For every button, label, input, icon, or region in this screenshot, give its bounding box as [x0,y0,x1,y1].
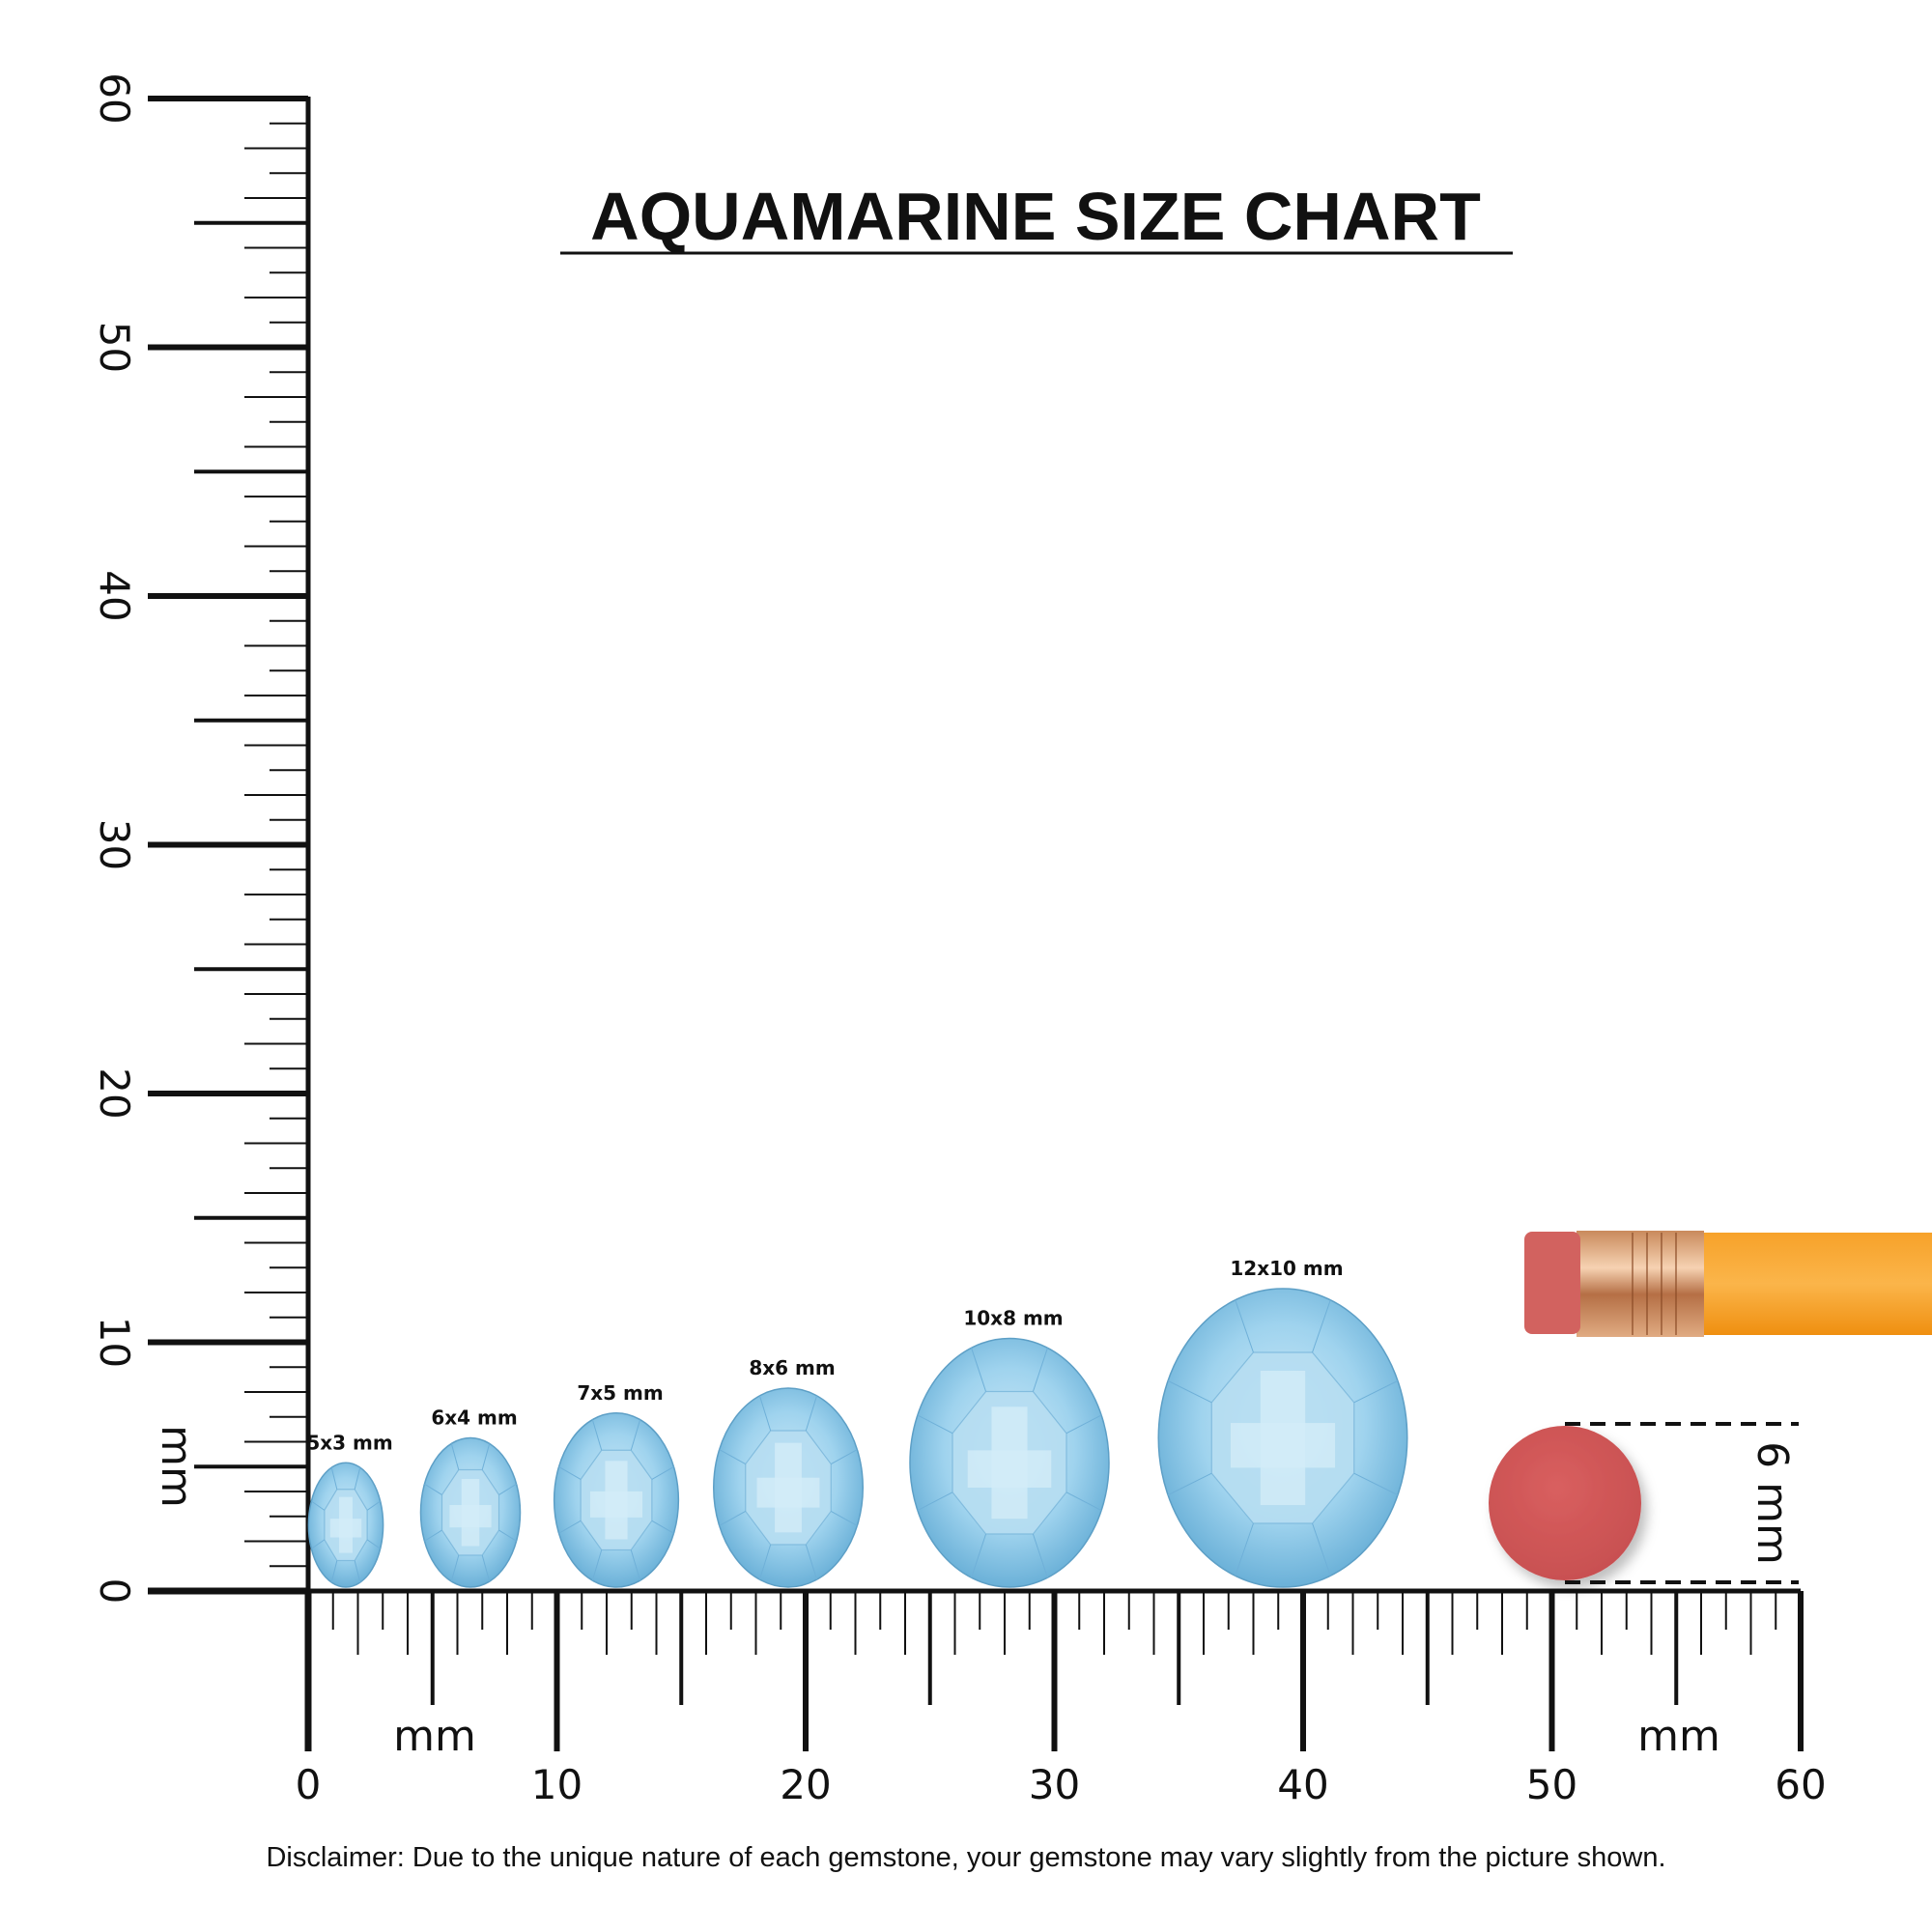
gem-facet-line [630,1419,641,1451]
gem-facet-line [311,1500,326,1511]
gem-size-label: 8x6 mm [749,1356,835,1379]
horizontal-unit-label-right: mm [1637,1712,1720,1761]
gem-facet-line [758,1544,772,1580]
eraser-circle [1489,1426,1641,1580]
gem-facet-line [424,1529,442,1542]
gem-12x10-mm: 12x10 mm [1157,1257,1408,1588]
gem-size-label: 6x4 mm [431,1406,517,1430]
gem-size-label: 12x10 mm [1230,1257,1343,1280]
gem-facet-line [498,1483,517,1495]
gem-facet-line [831,1449,858,1464]
gem-facet-line [651,1520,674,1534]
gem-8x6-mm: 8x6 mm [713,1356,864,1588]
horizontal-tick-label: 40 [1277,1761,1328,1808]
gem-facet-line [591,1549,603,1581]
vertical-tick-label: 20 [91,1067,138,1119]
vertical-tick-label: 0 [91,1578,138,1605]
gem-facet-line [330,1467,338,1490]
gem-facet-line [450,1554,460,1582]
horizontal-tick-label: 60 [1775,1761,1826,1808]
horizontal-ruler-labels: 0 10 20 30 40 50 60 [296,1761,1827,1808]
gem-list: 5x3 mm 6x4 mm 7x5 mm 8x6 mm 10x8 mm 12x10 mm [306,1257,1408,1588]
gem-facet-line [354,1560,361,1583]
gem-facet-line [651,1465,674,1480]
pencil-body [1702,1233,1932,1335]
gem-facet-line [1312,1299,1331,1353]
gem-facet-line [1065,1414,1102,1435]
gem-facet-line [719,1449,746,1464]
gem-size-label: 10x8 mm [963,1307,1063,1330]
gem-facet-line [971,1348,987,1392]
gem-facet-line [481,1554,491,1582]
gem-facet-line [1235,1522,1254,1577]
gem-facet-line [498,1529,517,1542]
gem-highlight [756,1477,820,1508]
horizontal-tick-label: 30 [1029,1761,1080,1808]
gem-facet-line [1032,1348,1048,1392]
eraser-size-label: 6 mm [1747,1441,1797,1565]
gem-facet-line [558,1465,582,1480]
pencil-illustration [1524,1231,1932,1337]
gem-facet-line [917,1492,953,1511]
gem-highlight [589,1491,643,1518]
gem-facet-line [805,1395,818,1432]
gem-facet-line [1032,1533,1048,1578]
gem-facet-line [831,1511,858,1526]
gem-facet-line [1167,1379,1212,1404]
gem-size-label: 5x3 mm [306,1431,392,1454]
gem-highlight [329,1519,362,1538]
horizontal-unit-label-left: mm [393,1712,476,1761]
gem-5x3-mm: 5x3 mm [306,1431,393,1588]
gem-facet-line [366,1539,381,1549]
horizontal-ruler [304,1588,1804,1751]
gem-facet-line [330,1560,338,1583]
horizontal-tick-label: 0 [296,1761,322,1808]
gem-facet-line [1065,1492,1102,1511]
horizontal-tick-label: 10 [531,1761,582,1808]
gem-facet-line [354,1467,361,1490]
gem-facet-line [1235,1299,1254,1353]
pencil-eraser [1524,1232,1580,1334]
gem-7x5-mm: 7x5 mm [553,1381,680,1588]
gem-facet-line [1353,1379,1399,1404]
vertical-ruler-labels: 0 10 20 30 40 50 60 [91,72,138,1604]
vertical-ruler [148,96,311,1595]
gem-facet-line [1167,1472,1212,1496]
gem-10x8-mm: 10x8 mm [909,1307,1110,1588]
vertical-tick-label: 40 [91,570,138,621]
gem-facet-line [311,1539,326,1549]
gem-facet-line [591,1419,603,1451]
page-title: AQUAMARINE SIZE CHART [590,179,1481,254]
gem-facet-line [630,1549,641,1581]
disclaimer: Disclaimer: Due to the unique nature of … [266,1842,1665,1873]
eraser-reference: 6 mm [1489,1422,1799,1584]
gem-facet-line [558,1520,582,1534]
vertical-unit-label: mm [152,1425,201,1508]
vertical-tick-label: 50 [91,322,138,373]
gem-facet-line [758,1395,772,1432]
gem-facet-line [481,1443,491,1470]
horizontal-tick-label: 20 [780,1761,831,1808]
gem-facet-line [805,1544,818,1580]
vertical-tick-label: 60 [91,72,138,124]
gem-highlight [1230,1423,1336,1468]
vertical-tick-label: 30 [91,819,138,870]
pencil-ferrule [1577,1231,1704,1337]
horizontal-tick-label: 50 [1526,1761,1577,1808]
gem-facet-line [1353,1472,1399,1496]
gem-size-label: 7x5 mm [577,1381,663,1405]
gem-facet-line [366,1500,381,1511]
gem-facet-line [450,1443,460,1470]
gem-facet-line [719,1511,746,1526]
gem-facet-line [971,1533,987,1578]
gem-facet-line [917,1414,953,1435]
gem-highlight [967,1450,1052,1488]
gem-facet-line [1312,1522,1331,1577]
gem-facet-line [424,1483,442,1495]
vertical-tick-label: 10 [91,1317,138,1368]
gem-6x4-mm: 6x4 mm [419,1406,522,1588]
gem-highlight [449,1505,492,1528]
